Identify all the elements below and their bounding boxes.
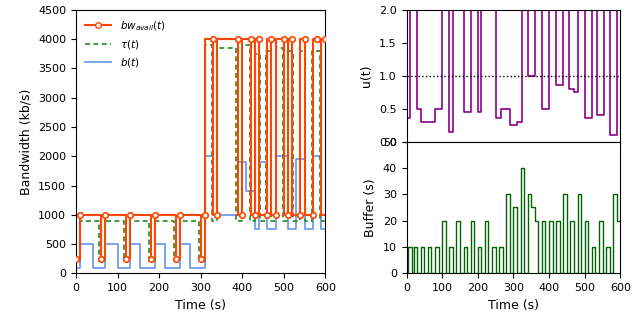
Legend: $bw_{avail}(t)$, $\tau(t)$, $b(t)$: $bw_{avail}(t)$, $\tau(t)$, $b(t)$ <box>81 15 170 73</box>
X-axis label: Time (s): Time (s) <box>175 299 226 312</box>
Y-axis label: u(t): u(t) <box>360 64 373 87</box>
Y-axis label: Bandwidth (kb/s): Bandwidth (kb/s) <box>20 88 32 195</box>
Y-axis label: Buffer (s): Buffer (s) <box>364 178 377 237</box>
X-axis label: Time (s): Time (s) <box>488 299 539 312</box>
